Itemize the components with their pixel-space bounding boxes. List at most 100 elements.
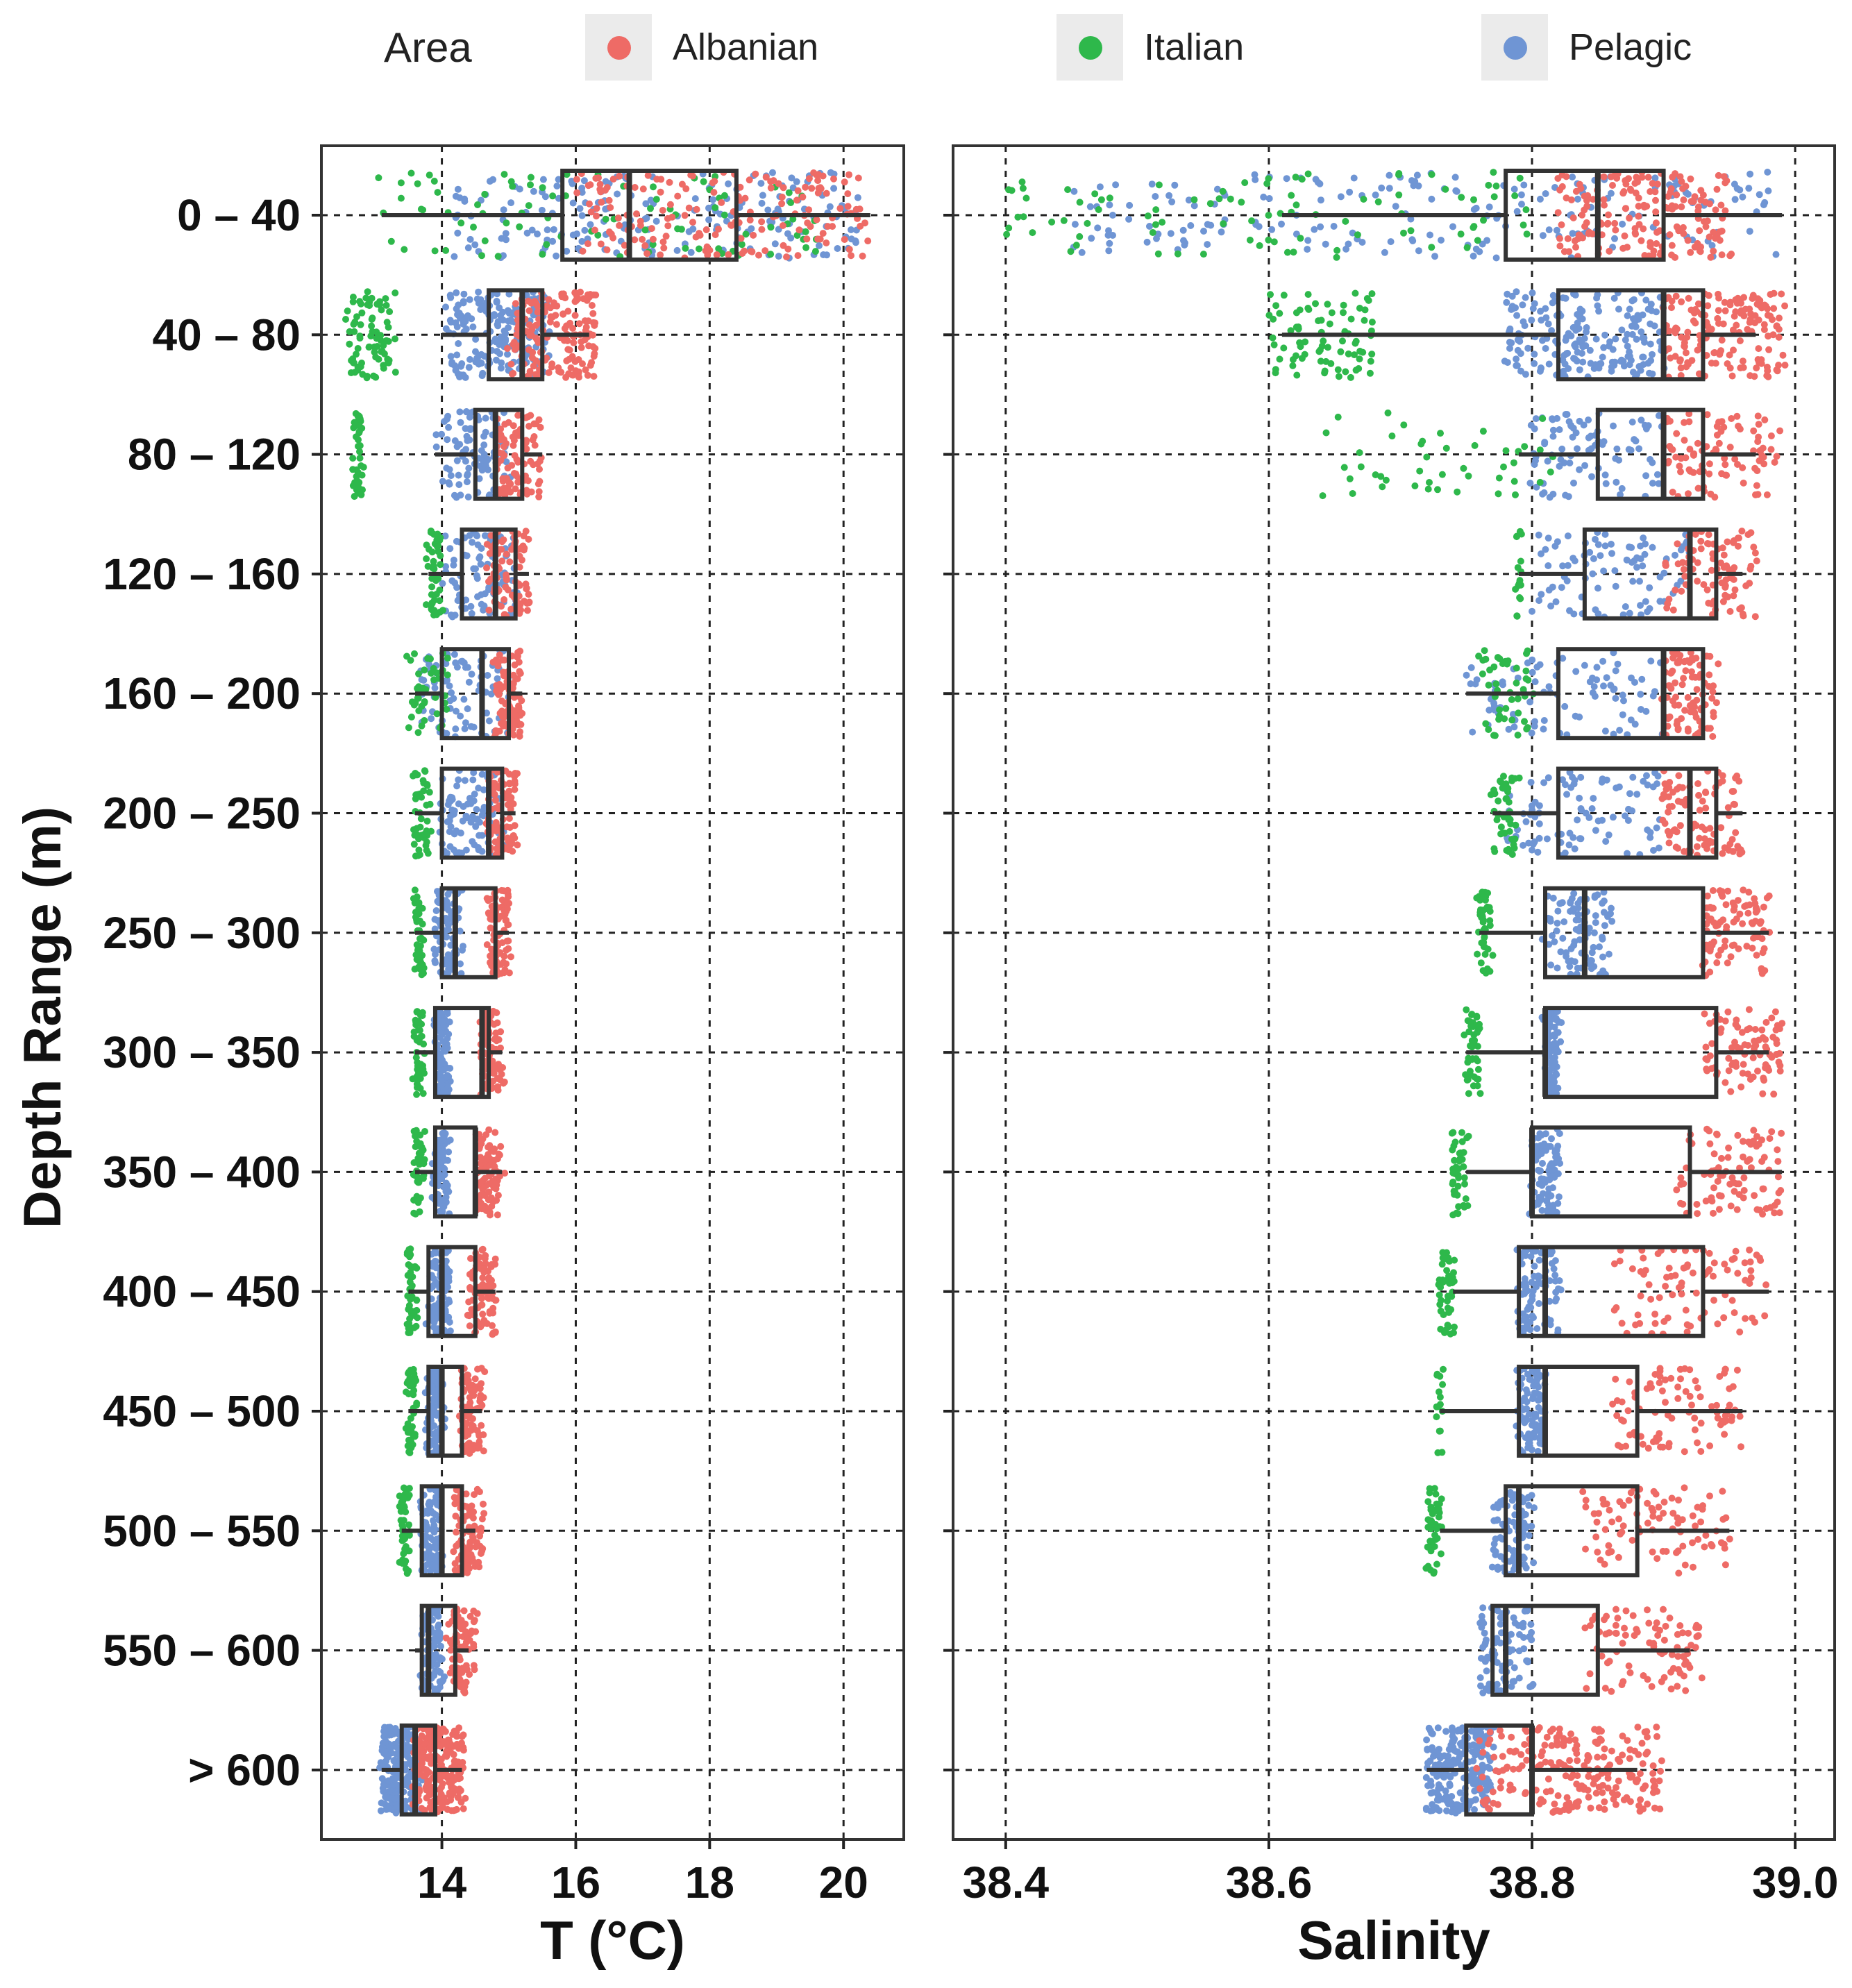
data-point	[1529, 289, 1536, 296]
data-point	[1646, 369, 1653, 377]
data-point	[550, 299, 557, 307]
data-point	[423, 839, 430, 846]
data-point	[1516, 174, 1524, 182]
data-point	[414, 694, 422, 702]
data-point	[511, 718, 518, 726]
data-point	[1770, 289, 1778, 297]
data-point	[605, 196, 613, 204]
data-point	[1088, 235, 1095, 242]
data-point	[358, 309, 366, 317]
data-point	[715, 226, 722, 233]
data-point	[855, 174, 862, 182]
data-point	[1638, 328, 1645, 336]
data-point	[1340, 309, 1347, 317]
data-point	[446, 545, 454, 553]
data-point	[462, 373, 469, 381]
data-point	[407, 1273, 414, 1281]
data-point	[1400, 421, 1408, 429]
data-point	[1601, 471, 1609, 479]
data-point	[653, 217, 660, 225]
data-point	[1263, 180, 1271, 187]
data-point	[407, 657, 414, 664]
data-point	[497, 436, 504, 444]
data-point	[553, 321, 560, 328]
data-point	[769, 169, 776, 176]
data-point	[1588, 473, 1595, 480]
data-point	[1528, 317, 1535, 324]
data-point	[1356, 355, 1363, 363]
data-point	[1357, 463, 1365, 471]
data-point	[1569, 433, 1576, 441]
data-point	[725, 251, 732, 258]
data-point	[1143, 238, 1151, 246]
data-point	[1630, 296, 1638, 303]
data-point	[431, 1261, 439, 1269]
data-point	[1426, 479, 1433, 486]
data-point	[532, 335, 540, 342]
data-point	[485, 584, 493, 591]
data-point	[405, 1390, 412, 1398]
data-point	[460, 317, 467, 325]
data-point	[447, 472, 455, 480]
data-point	[1449, 223, 1456, 230]
data-point	[1574, 195, 1581, 203]
data-point	[412, 1211, 419, 1218]
data-point	[428, 591, 435, 598]
data-point	[440, 1022, 448, 1029]
data-point	[411, 966, 419, 973]
data-point	[1562, 337, 1569, 344]
data-point	[478, 1302, 485, 1309]
data-point	[467, 818, 475, 826]
data-point	[475, 1442, 483, 1450]
data-point	[1522, 294, 1529, 301]
data-point	[428, 583, 436, 591]
data-point	[471, 1666, 478, 1674]
data-point	[494, 1019, 501, 1027]
data-point	[1219, 187, 1227, 195]
data-point	[382, 1794, 390, 1801]
data-point	[415, 670, 422, 677]
data-point	[788, 174, 795, 182]
data-point	[516, 223, 523, 230]
data-point	[1539, 415, 1547, 422]
data-point	[382, 295, 389, 303]
data-point	[577, 288, 584, 296]
data-point	[1340, 464, 1348, 471]
data-point	[460, 1622, 467, 1630]
data-point	[588, 302, 596, 309]
data-point	[494, 1086, 502, 1094]
data-point	[1546, 494, 1554, 501]
data-point	[586, 200, 593, 208]
data-point	[490, 1070, 498, 1077]
data-point	[1720, 173, 1728, 180]
data-point	[1283, 175, 1290, 183]
data-point	[467, 603, 475, 610]
data-point	[342, 316, 349, 323]
data-point	[536, 466, 543, 473]
data-point	[1712, 235, 1719, 242]
data-point	[575, 373, 582, 381]
data-point	[439, 1149, 447, 1156]
data-point	[375, 174, 382, 182]
data-point	[1149, 229, 1156, 236]
data-point	[485, 607, 493, 614]
data-point	[803, 235, 811, 243]
data-point	[848, 226, 855, 233]
data-point	[727, 221, 734, 229]
data-point	[841, 178, 848, 186]
data-point	[453, 323, 461, 330]
data-point	[705, 204, 712, 212]
data-point	[544, 226, 551, 234]
data-point	[1471, 441, 1479, 449]
data-point	[603, 246, 611, 253]
data-point	[497, 364, 505, 372]
data-point	[1206, 200, 1214, 208]
data-point	[1542, 190, 1549, 197]
data-point	[484, 672, 491, 679]
data-point	[602, 187, 609, 194]
data-point	[1495, 490, 1502, 498]
data-point	[1539, 232, 1547, 239]
data-point	[466, 235, 474, 243]
data-point	[492, 827, 500, 835]
panel-border	[320, 144, 905, 1841]
